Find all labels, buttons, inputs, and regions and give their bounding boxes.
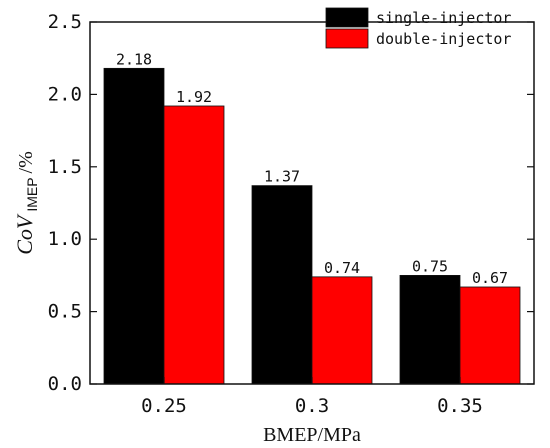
y-tick-label-2.0: 2.0: [48, 83, 82, 105]
bar-double-injector-0.35: [459, 286, 521, 385]
data-label-double-injector-0.35: 0.67: [472, 269, 508, 287]
data-label-single-injector-0.3: 1.37: [264, 168, 300, 186]
legend: single-injector double-injector: [325, 7, 511, 49]
y-tick-label-0.0: 0.0: [48, 373, 82, 395]
bar-single-injector-0.25: [103, 67, 165, 385]
x-axis-ticks: 0.25 0.3 0.35: [141, 377, 483, 417]
data-label-single-injector-0.35: 0.75: [412, 257, 448, 275]
x-axis-title: BMEP/MPa: [263, 424, 361, 446]
bar-single-injector-0.3: [251, 185, 313, 385]
bar-double-injector-0.3: [311, 276, 373, 385]
y-tick-label-1.0: 1.0: [48, 228, 82, 250]
x-tick-label-0.3: 0.3: [295, 395, 329, 417]
y-axis-title: CoV IMEP /%: [12, 151, 41, 255]
bar-double-injector-0.25: [163, 105, 225, 385]
x-tick-label-0.35: 0.35: [437, 395, 483, 417]
bar-single-injector-0.35: [399, 274, 461, 385]
y-axis-title-suffix: /%: [15, 151, 37, 173]
legend-swatch-double-injector: [325, 28, 369, 49]
data-label-double-injector-0.25: 1.92: [176, 88, 212, 106]
y-tick-label-2.5: 2.5: [48, 11, 82, 33]
data-label-double-injector-0.3: 0.74: [324, 259, 360, 277]
y-tick-label-1.5: 1.5: [48, 156, 82, 178]
y-axis-ticks: 0.0 0.5 1.0 1.5 2.0 2.5: [48, 11, 534, 395]
plot-labels: 2.18 1.37 0.75 1.92 0.74 0.67: [116, 50, 508, 287]
plot-bars: [103, 67, 521, 385]
data-label-single-injector-0.25: 2.18: [116, 50, 152, 68]
y-axis-title-subscript: IMEP: [24, 177, 40, 211]
legend-swatch-single-injector: [325, 7, 369, 28]
legend-label-double-injector: double-injector: [376, 30, 511, 48]
y-axis-title-main: CoV: [12, 213, 37, 255]
y-tick-label-0.5: 0.5: [48, 301, 82, 323]
legend-label-single-injector: single-injector: [376, 9, 511, 27]
x-tick-label-0.25: 0.25: [141, 395, 187, 417]
